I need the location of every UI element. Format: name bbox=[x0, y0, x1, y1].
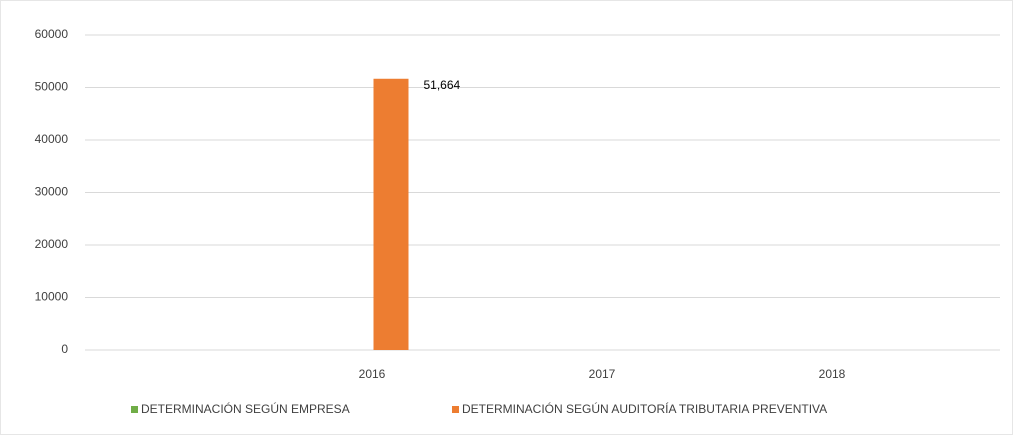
y-tick-label: 40000 bbox=[35, 132, 69, 146]
legend-label: DETERMINACIÓN SEGÚN EMPRESA bbox=[141, 401, 350, 416]
x-tick-label: 2017 bbox=[589, 367, 616, 381]
y-tick-label: 20000 bbox=[35, 237, 69, 251]
legend-label: DETERMINACIÓN SEGÚN AUDITORÍA TRIBUTARIA… bbox=[462, 401, 827, 416]
x-tick-label: 2018 bbox=[819, 367, 846, 381]
y-tick-label: 50000 bbox=[35, 80, 69, 94]
y-tick-label: 30000 bbox=[35, 185, 69, 199]
y-tick-label: 10000 bbox=[35, 290, 69, 304]
y-tick-label: 60000 bbox=[35, 27, 69, 41]
legend-swatch bbox=[131, 406, 138, 413]
legend-swatch bbox=[452, 406, 459, 413]
bar bbox=[373, 78, 409, 350]
data-label: 51,664 bbox=[424, 78, 461, 92]
x-tick-label: 2016 bbox=[359, 367, 386, 381]
y-tick-label: 0 bbox=[61, 342, 68, 356]
